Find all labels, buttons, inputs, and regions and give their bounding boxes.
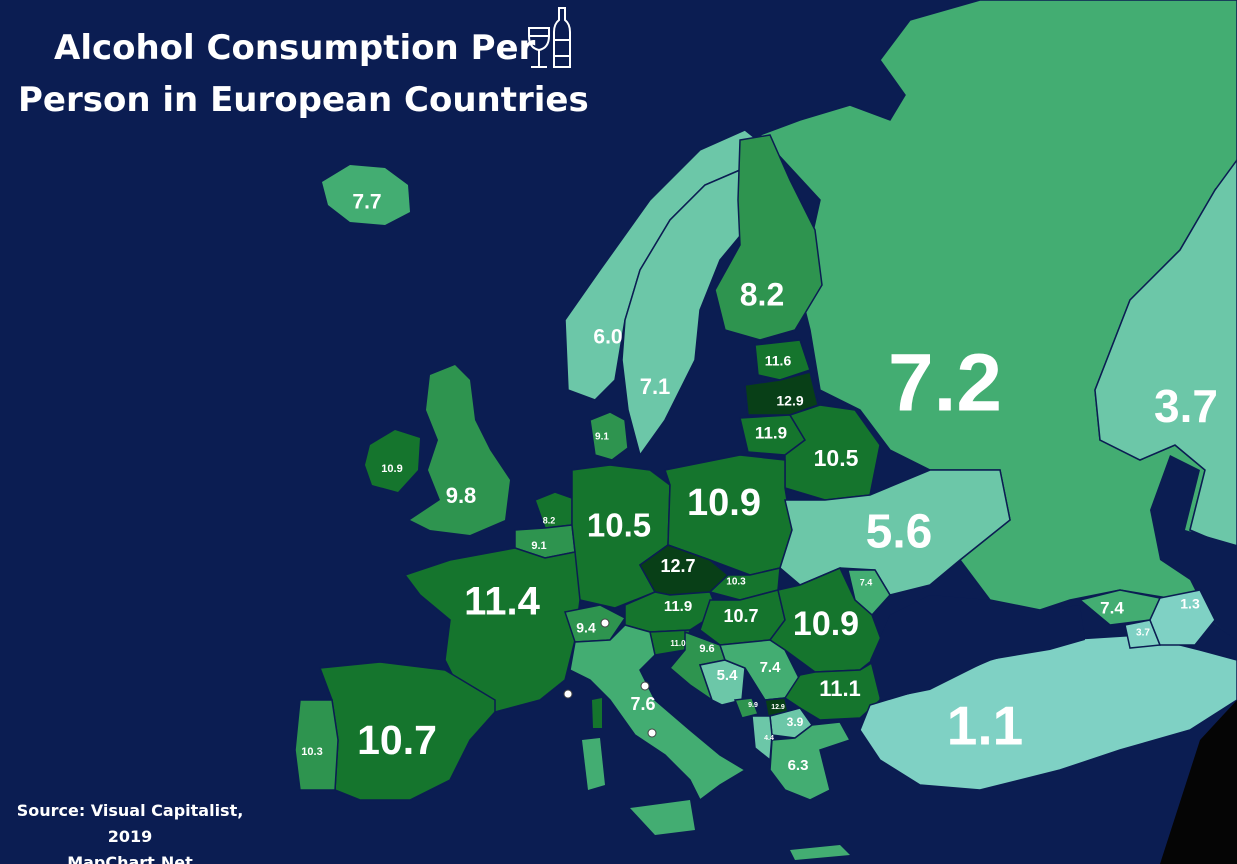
label-france: 11.4 bbox=[464, 580, 540, 624]
label-albania: 4.4 bbox=[764, 735, 774, 742]
label-bosnia: 5.4 bbox=[717, 667, 739, 684]
label-lithuania: 11.9 bbox=[755, 423, 787, 442]
region-sweden bbox=[621, 168, 746, 457]
label-austria: 11.9 bbox=[664, 598, 692, 615]
region-moldova bbox=[847, 569, 891, 617]
label-iceland: 7.7 bbox=[352, 191, 381, 214]
region-united-kingdom bbox=[410, 365, 510, 535]
label-moldova: 7.4 bbox=[860, 577, 873, 587]
island-crete bbox=[790, 845, 850, 860]
label-kazakhstan: 3.7 bbox=[1154, 380, 1218, 432]
title-line-2: Person in European Countries bbox=[18, 80, 589, 120]
region-france bbox=[403, 547, 581, 713]
label-latvia: 12.9 bbox=[776, 393, 803, 409]
label-czechia: 12.7 bbox=[660, 556, 695, 576]
label-bulgaria: 11.1 bbox=[819, 676, 861, 701]
credits: Source: Visual Capitalist, 2019 MapChart… bbox=[4, 798, 256, 864]
label-spain: 10.7 bbox=[357, 717, 437, 763]
source-text: Source: Visual Capitalist, 2019 bbox=[16, 801, 244, 846]
region-greece bbox=[769, 721, 852, 801]
region-ukraine bbox=[779, 469, 1011, 596]
label-georgia: 7.4 bbox=[1100, 598, 1124, 617]
label-romania: 10.9 bbox=[793, 605, 859, 643]
label-norway: 6.0 bbox=[593, 326, 622, 349]
city-marker bbox=[640, 681, 650, 691]
label-belgium: 9.1 bbox=[531, 540, 546, 552]
label-montenegro: 9.9 bbox=[748, 702, 758, 709]
label-belarus: 10.5 bbox=[814, 445, 859, 471]
label-azerbaijan: 1.3 bbox=[1180, 596, 1200, 612]
map-title: Alcohol Consumption Per Person in Europe… bbox=[18, 22, 589, 126]
region-finland bbox=[714, 134, 823, 341]
island-sardinia bbox=[582, 738, 605, 790]
label-united-kingdom: 9.8 bbox=[446, 483, 477, 508]
region-kazakhstan bbox=[1094, 158, 1237, 551]
label-germany: 10.5 bbox=[587, 507, 651, 544]
city-marker bbox=[600, 618, 610, 628]
label-slovenia: 11.0 bbox=[670, 639, 686, 648]
label-croatia: 9.6 bbox=[699, 643, 714, 655]
label-russia: 7.2 bbox=[888, 338, 1002, 429]
label-kosovo: 12.9 bbox=[771, 704, 785, 711]
label-portugal: 10.3 bbox=[301, 746, 322, 758]
title-line-1: Alcohol Consumption Per bbox=[54, 28, 536, 68]
region-ireland bbox=[365, 430, 420, 492]
region-switzerland bbox=[564, 604, 627, 643]
label-poland: 10.9 bbox=[687, 482, 761, 524]
label-greece: 6.3 bbox=[788, 757, 809, 774]
city-marker bbox=[563, 689, 573, 699]
label-switzerland: 9.4 bbox=[576, 620, 596, 636]
label-ireland: 10.9 bbox=[381, 463, 402, 475]
region-azerbaijan bbox=[1149, 589, 1216, 646]
label-netherlands: 8.2 bbox=[543, 515, 556, 525]
label-serbia: 7.4 bbox=[760, 659, 782, 676]
label-north-macedonia: 3.9 bbox=[787, 715, 804, 729]
caspian-sea bbox=[1150, 455, 1237, 640]
label-estonia: 11.6 bbox=[765, 353, 792, 369]
region-estonia bbox=[754, 339, 811, 381]
region-iceland bbox=[322, 165, 410, 225]
label-ukraine: 5.6 bbox=[866, 506, 933, 559]
label-finland: 8.2 bbox=[740, 276, 784, 312]
label-sweden: 7.1 bbox=[640, 374, 671, 399]
map-edge-shadow bbox=[1160, 700, 1237, 864]
label-slovakia: 10.3 bbox=[726, 577, 746, 588]
label-turkey: 1.1 bbox=[947, 695, 1023, 757]
label-italy: 7.6 bbox=[630, 694, 655, 714]
label-armenia: 3.7 bbox=[1136, 628, 1150, 639]
black-sea bbox=[870, 595, 1085, 700]
city-marker bbox=[647, 728, 657, 738]
label-hungary: 10.7 bbox=[723, 606, 758, 626]
label-denmark: 9.1 bbox=[595, 432, 609, 443]
region-italy bbox=[569, 624, 747, 802]
wine-glass-and-bottle-icon bbox=[528, 7, 571, 68]
island-corsica bbox=[592, 698, 602, 728]
region-denmark bbox=[589, 411, 629, 461]
site-text: MapChart.Net bbox=[67, 853, 193, 864]
region-montenegro bbox=[733, 697, 759, 719]
island-sicily bbox=[630, 800, 695, 835]
region-portugal bbox=[294, 699, 339, 791]
